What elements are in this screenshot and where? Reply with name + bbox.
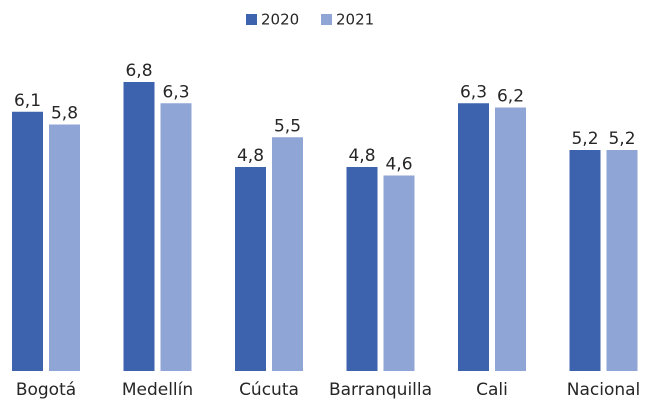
bar	[12, 111, 43, 371]
value-label: 6,3	[162, 82, 189, 102]
value-label: 6,2	[497, 87, 524, 107]
bar	[49, 124, 80, 371]
legend-swatch	[246, 14, 257, 25]
bar	[272, 137, 303, 371]
bar	[606, 150, 638, 371]
x-tick-label: Cúcuta	[239, 380, 299, 400]
bar	[123, 82, 155, 371]
legend-swatch	[321, 14, 332, 25]
value-label: 4,8	[348, 146, 375, 166]
x-tick-label: Nacional	[567, 380, 641, 400]
x-tick-label: Cali	[476, 380, 508, 400]
value-label: 4,8	[237, 146, 264, 166]
bar	[160, 103, 192, 371]
value-label: 5,5	[274, 116, 301, 136]
value-label: 6,3	[460, 82, 487, 102]
value-label: 5,8	[51, 104, 78, 124]
value-label: 5,2	[608, 129, 635, 149]
value-label: 5,2	[571, 129, 598, 149]
bar	[458, 103, 489, 371]
x-tick-label: Medellín	[122, 380, 193, 400]
x-tick-label: Bogotá	[16, 380, 76, 400]
legend-label: 2020	[261, 11, 299, 29]
bar	[495, 107, 526, 371]
value-label: 6,1	[14, 91, 41, 111]
bar	[235, 167, 266, 371]
legend-label: 2021	[336, 11, 374, 29]
bar	[383, 175, 415, 371]
value-label: 4,6	[385, 155, 412, 175]
x-tick-label: Barranquilla	[329, 380, 432, 400]
bar	[346, 167, 378, 371]
bar	[569, 150, 601, 371]
value-label: 6,8	[125, 61, 152, 81]
